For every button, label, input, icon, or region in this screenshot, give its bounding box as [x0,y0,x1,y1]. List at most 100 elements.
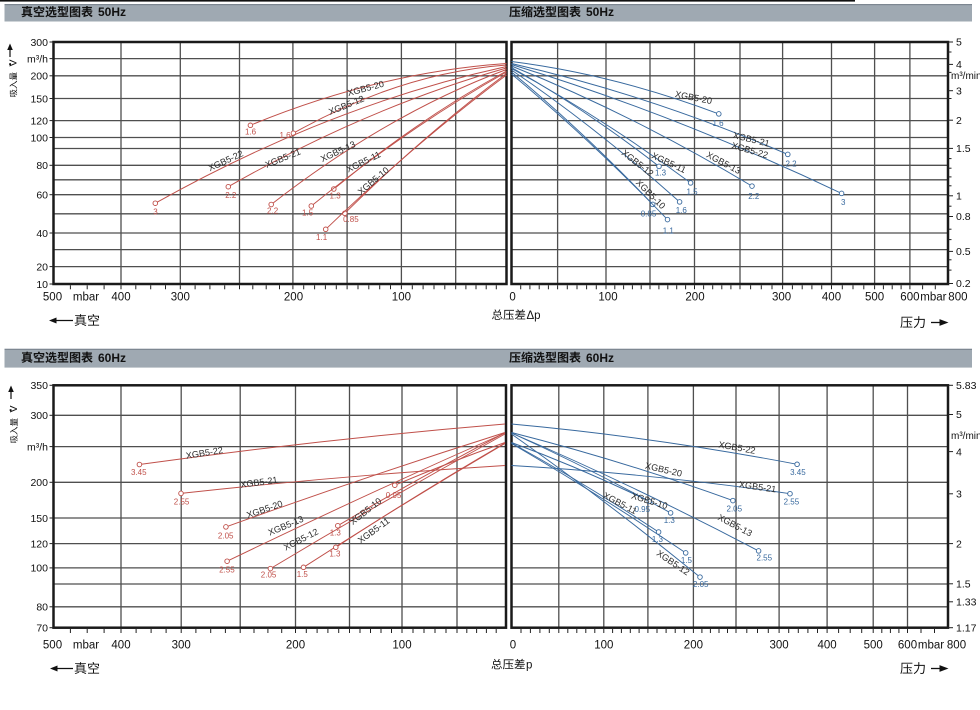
svg-text:120: 120 [30,115,48,127]
svg-text:10: 10 [36,279,48,291]
svg-text:2.55: 2.55 [757,554,773,563]
svg-text:0.5: 0.5 [956,246,971,258]
svg-text:600: 600 [900,292,919,304]
svg-text:0: 0 [510,640,516,652]
svg-text:5: 5 [956,37,962,49]
svg-text:60: 60 [36,190,48,202]
svg-text:4: 4 [956,59,962,71]
svg-text:4: 4 [956,446,962,458]
svg-text:1.5: 1.5 [297,570,309,579]
svg-text:60Hz: 60Hz [98,351,126,365]
svg-text:XGB5-20: XGB5-20 [674,89,713,106]
svg-text:XGB5-22: XGB5-22 [185,445,224,461]
svg-text:100: 100 [30,132,48,144]
svg-text:mbar: mbar [918,640,944,652]
svg-text:350: 350 [30,380,48,392]
svg-text:0.95: 0.95 [386,491,402,500]
svg-text:2.55: 2.55 [784,497,800,506]
svg-text:1.3: 1.3 [330,192,342,201]
svg-text:100: 100 [598,292,617,304]
svg-text:0.8: 0.8 [956,211,971,223]
svg-text:2: 2 [956,115,962,127]
svg-text:200: 200 [284,292,303,304]
svg-text:V: V [8,59,20,66]
svg-text:300: 300 [172,640,191,652]
svg-text:500: 500 [43,292,62,304]
svg-text:1.1: 1.1 [316,233,328,242]
svg-text:XGB5-13: XGB5-13 [716,512,754,538]
svg-text:2.05: 2.05 [218,532,234,541]
svg-text:300: 300 [770,640,789,652]
svg-text:150: 150 [30,513,48,525]
svg-text:mbar: mbar [73,292,99,304]
svg-text:1.33: 1.33 [956,597,977,609]
svg-text:100: 100 [30,563,48,575]
svg-text:400: 400 [818,640,837,652]
svg-text:2.2: 2.2 [748,192,760,201]
svg-text:300: 300 [30,37,48,49]
svg-text:XGB5-13: XGB5-13 [319,139,357,164]
svg-text:100: 100 [594,640,613,652]
svg-text:1.17: 1.17 [956,622,977,634]
svg-text:2.2: 2.2 [785,159,797,168]
svg-text:200: 200 [685,292,704,304]
svg-text:mbar: mbar [73,640,99,652]
svg-text:400: 400 [111,292,130,304]
svg-text:2.05: 2.05 [693,580,709,589]
svg-text:1.3: 1.3 [330,528,342,537]
svg-text:120: 120 [30,538,48,550]
svg-text:XGB5-20: XGB5-20 [245,499,284,521]
svg-text:500: 500 [865,292,884,304]
svg-text:1.5: 1.5 [956,579,971,591]
svg-text:1.6: 1.6 [279,131,291,140]
svg-text:1.6: 1.6 [676,206,688,215]
svg-text:1.5: 1.5 [686,187,698,196]
svg-text:Δp: Δp [527,310,541,322]
svg-text:m³/h: m³/h [27,441,48,453]
svg-text:70: 70 [36,623,48,635]
svg-text:m³/min: m³/min [951,431,980,442]
svg-text:1.3: 1.3 [652,535,664,544]
svg-text:0.2: 0.2 [956,278,971,290]
svg-text:2.05: 2.05 [261,571,277,580]
svg-text:mbar: mbar [920,292,946,304]
svg-text:2.55: 2.55 [174,498,190,507]
svg-text:2.2: 2.2 [267,207,279,216]
svg-text:500: 500 [864,640,883,652]
svg-text:3.45: 3.45 [131,468,147,477]
svg-text:1.3: 1.3 [329,550,341,559]
svg-text:1.6: 1.6 [712,119,724,128]
svg-text:50Hz: 50Hz [586,5,614,19]
svg-text:600: 600 [898,640,917,652]
svg-text:80: 80 [36,160,48,172]
svg-text:5: 5 [956,409,962,421]
svg-text:0: 0 [509,292,515,304]
svg-text:3: 3 [153,208,158,217]
svg-text:50Hz: 50Hz [98,5,126,19]
svg-text:1: 1 [956,191,962,203]
svg-text:3: 3 [841,198,846,207]
svg-text:XGB5-13: XGB5-13 [705,150,743,176]
svg-text:3.45: 3.45 [790,468,806,477]
svg-text:V: V [8,405,20,412]
svg-text:1.5: 1.5 [302,209,314,218]
svg-text:150: 150 [30,93,48,105]
svg-text:200: 200 [30,71,48,83]
svg-text:2.55: 2.55 [219,566,235,575]
svg-text:40: 40 [36,228,48,240]
svg-text:1.3: 1.3 [655,168,667,177]
svg-text:XGB5-20: XGB5-20 [644,461,683,479]
svg-text:100: 100 [392,292,411,304]
svg-text:300: 300 [772,292,791,304]
svg-text:0.85: 0.85 [343,215,359,224]
svg-text:1.5: 1.5 [681,556,693,565]
svg-text:m³/h: m³/h [27,53,48,65]
svg-text:m³/min: m³/min [951,71,980,82]
svg-text:0.85: 0.85 [641,209,657,218]
svg-text:80: 80 [36,602,48,614]
svg-text:2.05: 2.05 [727,504,743,513]
svg-text:400: 400 [111,640,130,652]
svg-text:800: 800 [947,640,966,652]
svg-text:800: 800 [948,292,967,304]
svg-text:200: 200 [30,477,48,489]
